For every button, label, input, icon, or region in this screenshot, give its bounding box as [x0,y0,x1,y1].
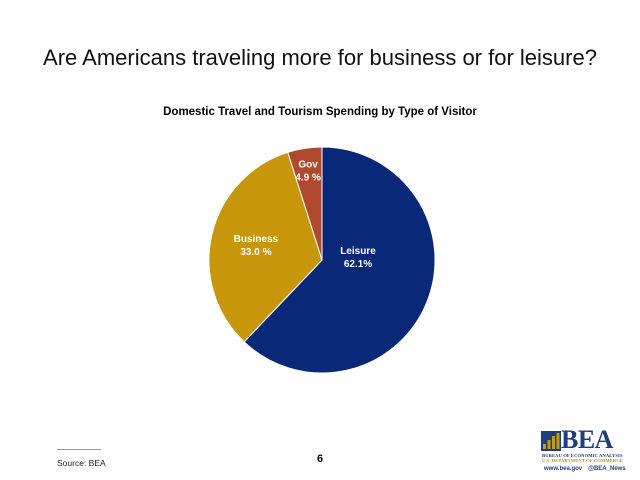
pie-slice-leisure [243,146,436,374]
bea-logo-bureau-name: BUREAU OF ECONOMIC ANALYSIS [542,453,623,458]
chart-title: Domestic Travel and Tourism Spending by … [163,106,477,118]
slice-value-gov: 4.9 % [295,173,321,184]
bea-logo-links: www.bea.gov @BEA_News [544,465,634,473]
slice-label-business: Business [234,234,279,245]
pie-slice-gov [287,146,323,261]
page-number: 6 [316,453,324,465]
pie-chart: Leisure 62.1% Business 33.0 % Gov 4.9 % [208,146,436,374]
bea-logo-wordmark: BEA [561,425,613,454]
pie-slice-business [208,151,323,343]
bea-logo-department-name: U.S. DEPARTMENT OF COMMERCE [542,458,623,463]
slice-value-business: 33.0 % [240,247,271,258]
bea-logo-mark [541,431,561,451]
bea-twitter-link[interactable]: @BEA_News [588,466,626,472]
source-note: Source: BEA [57,458,106,468]
footnote-divider [57,449,101,450]
slice-value-leisure: 62.1% [344,259,372,270]
slice-label-gov: Gov [298,160,318,171]
slice-label-leisure: Leisure [340,246,376,257]
bea-website-link[interactable]: www.bea.gov [544,466,583,472]
slide-title: Are Americans traveling more for busines… [43,45,597,70]
bea-logo: BEA BUREAU OF ECONOMIC ANALYSIS U.S. DEP… [541,425,634,474]
